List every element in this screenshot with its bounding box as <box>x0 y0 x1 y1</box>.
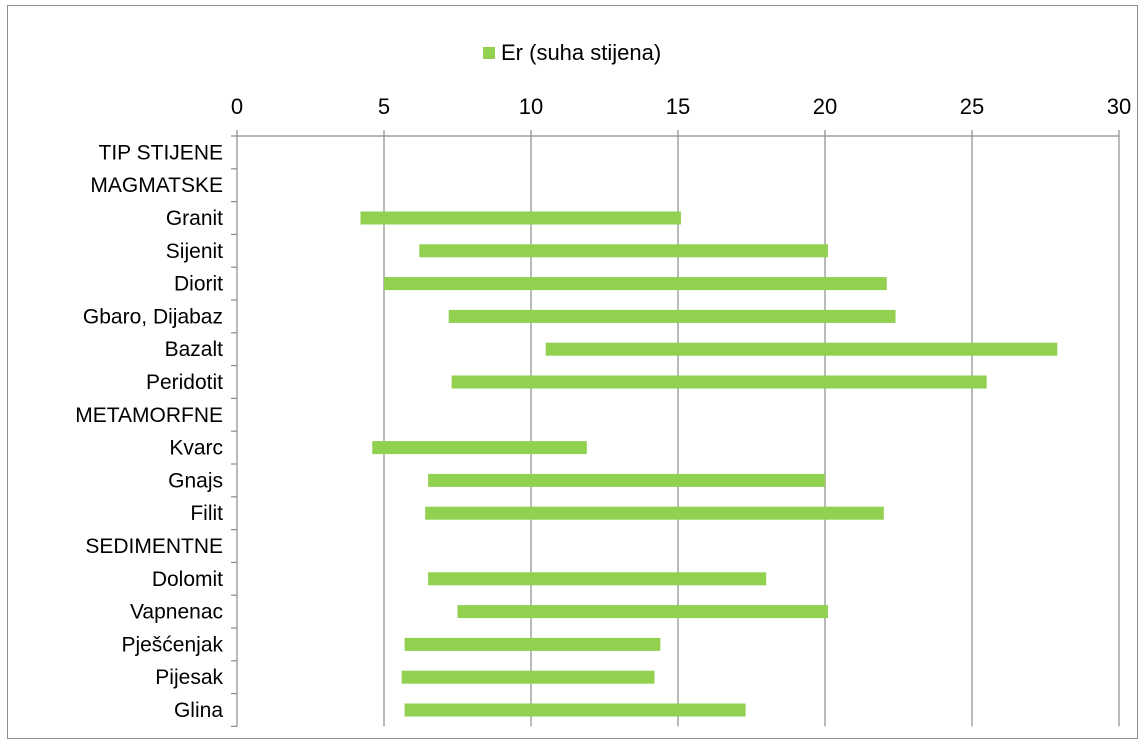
category-label: Granit <box>166 207 223 230</box>
bar <box>404 703 746 717</box>
x-tick-label: 15 <box>666 94 690 119</box>
bar <box>425 506 884 520</box>
x-axis-ticks: 0 5 10 15 20 25 30 <box>231 94 1131 137</box>
bar <box>448 309 896 323</box>
category-axis: TIP STIJENE MAGMATSKE Granit Sijenit Diorit G… <box>75 135 237 728</box>
category-label: Glina <box>174 699 223 722</box>
x-tick-label: 20 <box>813 94 837 119</box>
bar <box>419 244 828 258</box>
category-label: Dolomit <box>152 568 223 591</box>
category-label: Diorit <box>174 273 223 296</box>
bar <box>384 277 887 291</box>
category-label: Peridotit <box>146 371 223 394</box>
bar <box>401 670 655 684</box>
bar <box>451 375 987 389</box>
x-tick-label: 0 <box>231 94 243 119</box>
bar <box>404 637 661 651</box>
category-label: Sijenit <box>166 240 223 263</box>
legend-swatch <box>483 47 495 59</box>
bar <box>372 441 587 455</box>
category-label: Kvarc <box>169 437 223 460</box>
chart-frame: Er (suha stijena) 0 5 10 15 20 25 30 TIP STIJE… <box>7 5 1138 739</box>
category-label: Pješćenjak <box>121 633 223 656</box>
bars <box>360 211 1058 717</box>
bar-chart: Er (suha stijena) 0 5 10 15 20 25 30 TIP STIJE… <box>75 40 1131 728</box>
category-label: Gnajs <box>168 469 223 492</box>
x-tick-label: 10 <box>519 94 543 119</box>
bar <box>428 572 767 586</box>
category-label: METAMORFNE <box>75 404 223 427</box>
category-label: SEDIMENTNE <box>85 535 223 558</box>
bar <box>545 342 1058 356</box>
gridlines <box>236 136 1120 727</box>
x-tick-label: 5 <box>378 94 390 119</box>
category-label: Vapnenac <box>130 601 223 624</box>
category-label: TIP STIJENE <box>99 141 223 164</box>
legend-label: Er (suha stijena) <box>501 40 661 65</box>
category-label: Gbaro, Dijabaz <box>83 305 223 328</box>
bar <box>360 211 681 225</box>
bar <box>428 473 825 487</box>
category-label: MAGMATSKE <box>90 174 223 197</box>
x-tick-label: 30 <box>1107 94 1131 119</box>
legend: Er (suha stijena) <box>483 40 661 65</box>
category-label: Pijesak <box>155 666 223 689</box>
bar <box>457 605 828 619</box>
category-label: Filit <box>190 502 223 525</box>
category-label: Bazalt <box>165 338 224 361</box>
x-tick-label: 25 <box>960 94 984 119</box>
